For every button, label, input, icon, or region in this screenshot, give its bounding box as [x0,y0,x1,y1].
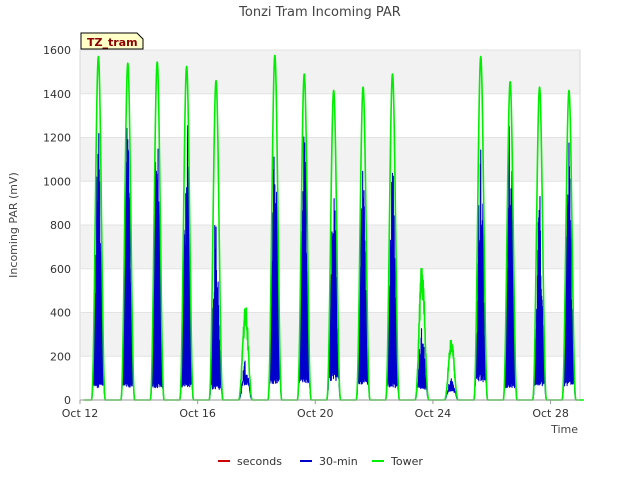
x-tick-label: Oct 28 [532,407,569,420]
x-axis-ticks: Oct 12 Oct 16 Oct 20 Oct 24 Oct 28 [62,400,569,420]
legend-label-seconds: seconds [237,455,282,468]
y-tick-label: 1400 [43,88,71,101]
site-badge-box [80,32,144,50]
y-tick-label: 1600 [43,44,71,57]
legend-label-tower: Tower [390,455,423,468]
site-badge-label: TZ_tram [87,36,138,49]
x-tick-label: Oct 12 [62,407,99,420]
legend-label-30-min: 30-min [319,455,358,468]
y-tick-label: 1000 [43,175,71,188]
y-tick-label: 400 [50,307,71,320]
x-axis-label: Time [550,423,578,436]
y-axis-label: Incoming PAR (mV) [7,172,20,278]
y-tick-label: 200 [50,350,71,363]
plot-band [80,50,580,94]
plot-band [80,93,580,138]
y-tick-label: 0 [64,394,71,407]
y-tick-label: 1200 [43,132,71,145]
legend: seconds 30-min Tower [218,455,423,468]
site-badge: TZ_tram [80,32,144,50]
y-tick-label: 800 [50,219,71,232]
chart-title: Tonzi Tram Incoming PAR [238,5,401,20]
y-tick-label: 600 [50,263,71,276]
x-tick-label: Oct 24 [415,407,452,420]
plot-band [80,181,580,225]
x-tick-label: Oct 20 [297,407,334,420]
plot-band [80,137,580,182]
x-tick-label: Oct 16 [179,407,216,420]
y-axis-ticks: 0 200 400 600 800 1000 1200 1400 1600 [43,44,71,407]
